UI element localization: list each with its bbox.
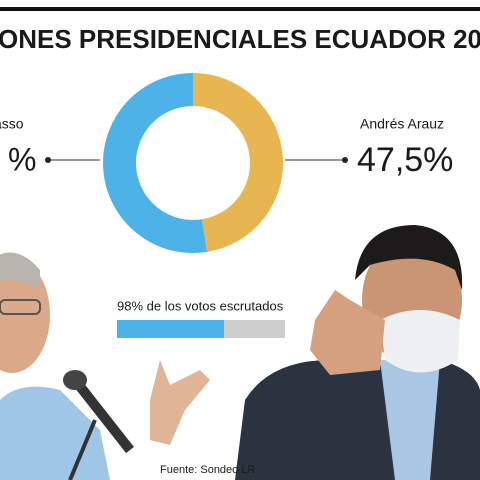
candidate-name: asso [0,116,24,132]
chart-title: ONES PRESIDENCIALES ECUADOR 2021 [0,24,480,54]
photo-right [235,225,480,480]
progress-fill [117,320,224,338]
donut-segment [102,73,208,253]
progress-rest [224,320,285,338]
value-label: 47,5% [357,141,453,179]
donut-segment [193,73,283,252]
photo-left [0,252,210,480]
note: 98% de los votos escrutados [117,298,284,313]
top-rule [0,7,480,11]
candidate-name: Andrés Arauz [360,116,444,132]
value-label: % [8,141,36,177]
source: Fuente: Sondeo LR [160,464,255,476]
leader-dot [342,157,348,163]
leader-dot [45,157,51,163]
